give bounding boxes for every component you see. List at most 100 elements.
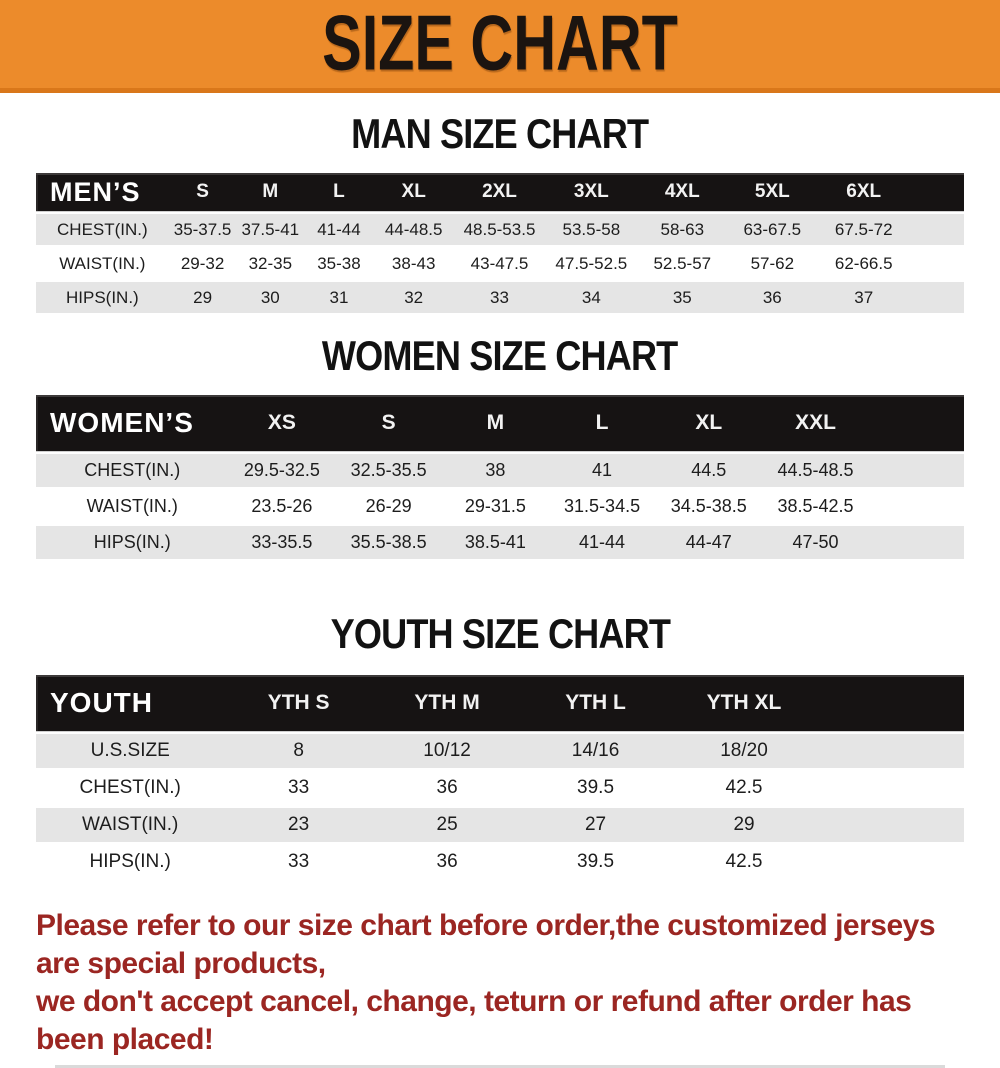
footer-line-1: Please refer to our size chart before or…: [36, 909, 936, 980]
table-cell: 37.5-41: [241, 219, 300, 239]
row-label: CHEST(IN.): [57, 219, 148, 239]
table-cell: 18/20: [720, 740, 768, 761]
table-cell: 33: [490, 287, 509, 307]
table-header-label: WOMEN’S: [50, 407, 194, 438]
youth-section: YOUTH SIZE CHART YOUTH YTH S YTH M YTH L YTH…: [0, 611, 1000, 879]
table-cell: 14/16: [571, 740, 620, 761]
column-header: M: [262, 181, 279, 202]
table-row: HIPS(IN.) 33-35.5 35.5-38.5 38.5-41 41-44 44-…: [36, 526, 964, 559]
column-header: YTH S: [267, 691, 330, 714]
header-spacer: [910, 192, 964, 193]
column-header: S: [196, 181, 209, 202]
table-cell: 48.5-53.5: [463, 219, 536, 239]
table-cell: 47-50: [792, 532, 839, 552]
header-spacer: [869, 423, 964, 424]
row-spacer: [869, 470, 964, 471]
table-header-row: WOMEN’S XS S M L XL XXL: [36, 395, 964, 451]
table-row: CHEST(IN.) 33 36 39.5 42.5: [36, 771, 964, 805]
table-cell: 36: [436, 777, 458, 798]
table-cell: 32.5-35.5: [350, 460, 427, 480]
table-header-label: MEN’S: [50, 176, 141, 207]
table-cell: 33-35.5: [251, 532, 313, 552]
table-header-row: MEN’S S M L XL 2XL 3XL 4XL 5XL 6XL: [36, 173, 964, 211]
column-header: YTH XL: [706, 691, 782, 714]
table-row: CHEST(IN.) 35-37.5 37.5-41 41-44 44-48.5 48.5…: [36, 214, 964, 245]
youth-section-title-text: YOUTH SIZE CHART: [330, 610, 670, 657]
row-label: WAIST(IN.): [81, 814, 179, 835]
row-spacer: [910, 229, 964, 230]
table-cell: 25: [436, 814, 458, 835]
row-spacer: [818, 751, 964, 752]
table-cell: 57-62: [750, 253, 795, 273]
men-size-table: MEN’S S M L XL 2XL 3XL 4XL 5XL 6XL CHEST(IN.) 35-37…: [36, 173, 964, 313]
table-cell: 42.5: [725, 851, 763, 872]
table-cell: 34.5-38.5: [670, 496, 747, 516]
table-cell: 63-67.5: [743, 219, 802, 239]
row-spacer: [869, 542, 964, 543]
table-cell: 47.5-52.5: [555, 253, 628, 273]
row-label: CHEST(IN.): [79, 777, 181, 798]
table-cell: 34: [581, 287, 601, 307]
table-header-row: YOUTH YTH S YTH M YTH L YTH XL: [36, 675, 964, 731]
table-cell: 33: [288, 851, 310, 872]
column-header: 4XL: [664, 181, 700, 202]
table-cell: 32: [404, 287, 424, 307]
row-label: HIPS(IN.): [89, 851, 171, 872]
table-row: HIPS(IN.) 29 30 31 32 33 34 35 36 37: [36, 282, 964, 313]
column-header: M: [486, 411, 505, 434]
column-header: 3XL: [573, 181, 609, 202]
table-cell: 58-63: [660, 219, 705, 239]
table-cell: 8: [293, 740, 304, 761]
row-label: WAIST(IN.): [86, 496, 178, 516]
table-cell: 29-32: [180, 253, 225, 273]
row-label: U.S.SIZE: [90, 740, 170, 761]
table-cell: 35.5-38.5: [350, 532, 427, 552]
table-cell: 29-31.5: [464, 496, 526, 516]
table-cell: 37: [854, 287, 874, 307]
table-cell: 29: [733, 814, 755, 835]
column-header: 5XL: [754, 181, 790, 202]
table-cell: 62-66.5: [834, 253, 893, 273]
column-header: S: [381, 411, 396, 434]
column-header: L: [595, 411, 609, 434]
row-spacer: [869, 506, 964, 507]
column-header: 6XL: [846, 181, 882, 202]
table-cell: 41: [592, 460, 613, 480]
women-section-title: WOMEN SIZE CHART: [0, 333, 1000, 379]
column-header: 2XL: [482, 181, 517, 202]
table-row: WAIST(IN.) 23 25 27 29: [36, 808, 964, 842]
table-row: HIPS(IN.) 33 36 39.5 42.5: [36, 845, 964, 879]
women-section-title-text: WOMEN SIZE CHART: [322, 332, 678, 379]
table-cell: 44.5-48.5: [777, 460, 854, 480]
table-cell: 35-38: [317, 253, 361, 273]
table-cell: 29: [193, 287, 213, 307]
table-row: WAIST(IN.) 29-32 32-35 35-38 38-43 43-47.5 47.…: [36, 248, 964, 279]
table-cell: 23: [288, 814, 310, 835]
table-cell: 38: [485, 460, 506, 480]
column-header: L: [333, 181, 345, 202]
table-cell: 29.5-32.5: [243, 460, 320, 480]
footer-note: Please refer to our size chart before or…: [36, 907, 976, 1059]
row-label: WAIST(IN.): [59, 253, 146, 273]
table-cell: 33: [288, 777, 310, 798]
row-label: HIPS(IN.): [65, 287, 139, 307]
row-label: CHEST(IN.): [84, 460, 181, 480]
men-section-title: MAN SIZE CHART: [0, 111, 1000, 157]
table-cell: 42.5: [725, 777, 763, 798]
table-cell: 44-47: [685, 532, 732, 552]
column-header: YTH L: [565, 691, 626, 714]
table-cell: 26-29: [365, 496, 412, 516]
table-cell: 53.5-58: [562, 219, 621, 239]
table-cell: 52.5-57: [653, 253, 712, 273]
table-cell: 31: [329, 287, 349, 307]
footer-line-2: we don't accept cancel, change, teturn o…: [36, 985, 912, 1056]
table-cell: 41-44: [579, 532, 626, 552]
table-row: CHEST(IN.) 29.5-32.5 32.5-35.5 38 41 44.5 44.5…: [36, 454, 964, 487]
table-cell: 43-47.5: [470, 253, 529, 273]
table-cell: 35-37.5: [173, 219, 232, 239]
column-header: XXL: [795, 411, 836, 434]
table-header-label: YOUTH: [50, 687, 153, 718]
table-cell: 39.5: [577, 777, 615, 798]
row-label: HIPS(IN.): [93, 532, 171, 552]
